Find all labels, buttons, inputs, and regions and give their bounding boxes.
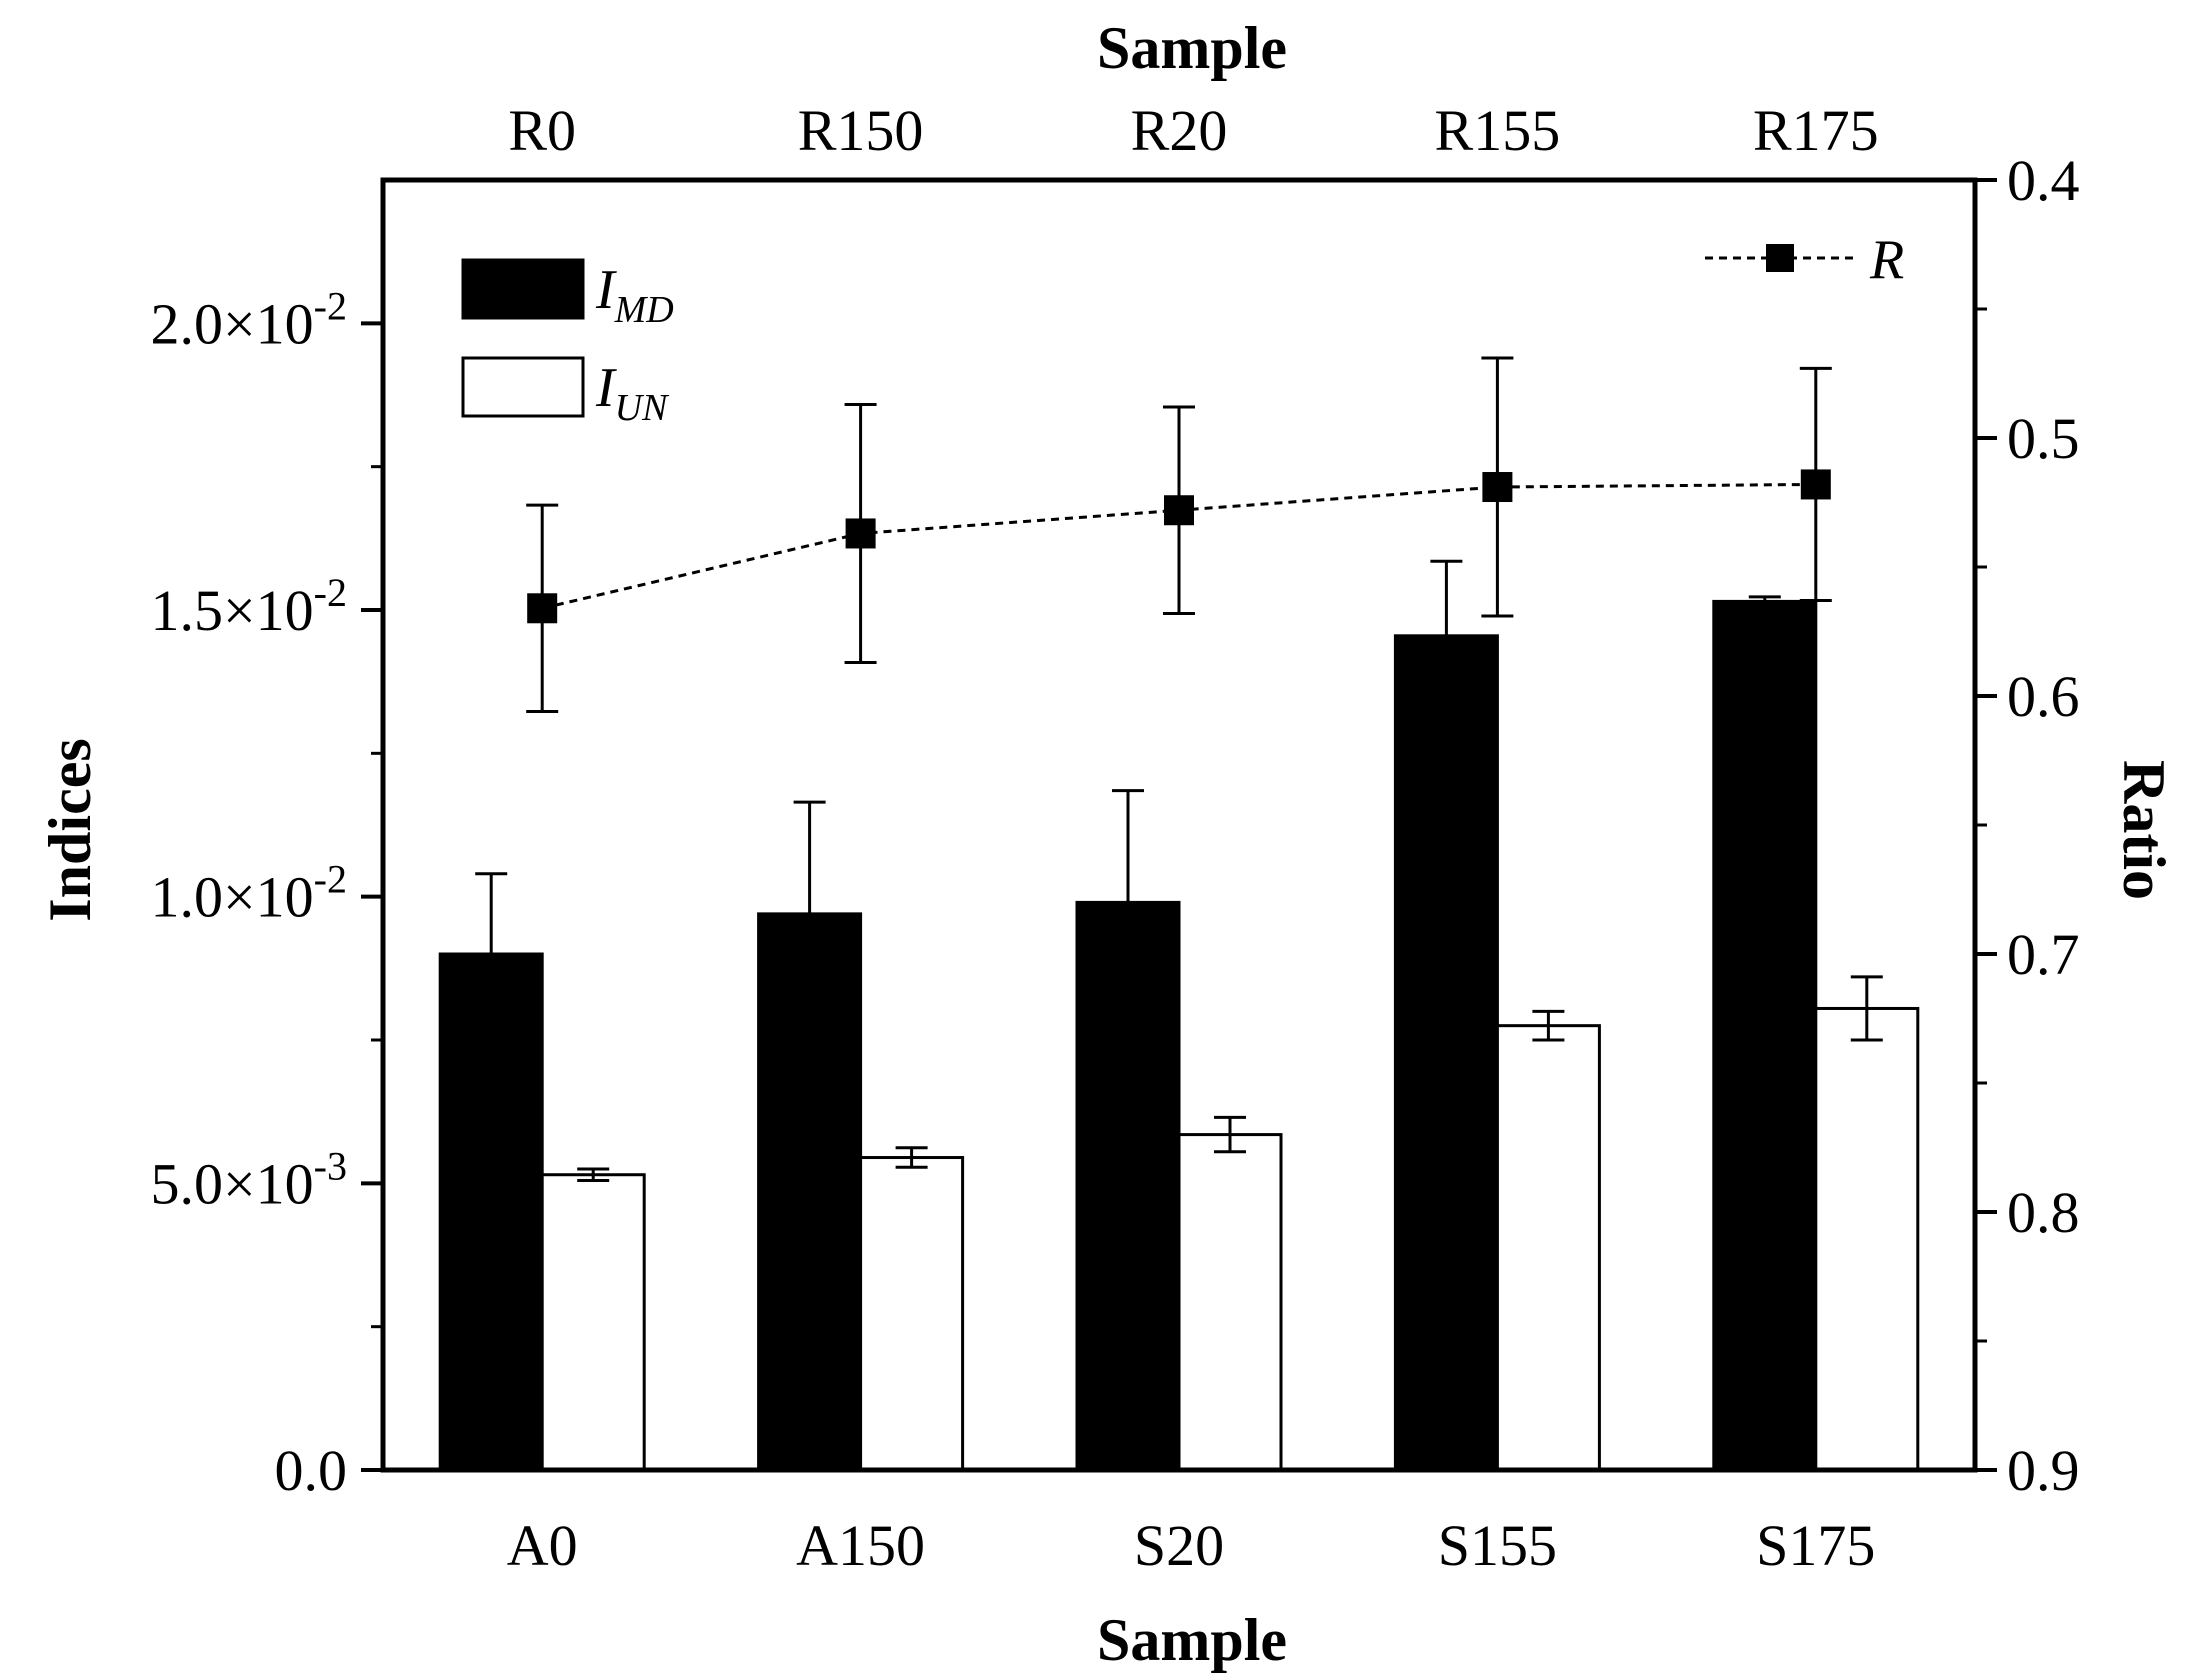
x-axis-title-top: Sample [1097, 15, 1287, 81]
legend-label-iun: IUN [595, 357, 670, 429]
bar-imd-s20 [1075, 900, 1181, 1472]
left-tick-label-1: 5.0×10-3 [150, 1143, 347, 1216]
bar-imd-a0 [438, 952, 544, 1472]
bottom-category-label-s155: S155 [1438, 1513, 1557, 1578]
legend-right: R [1705, 229, 1904, 291]
y-axis-title-right: Ratio [2111, 760, 2177, 900]
marker-r-r175 [1800, 469, 1831, 500]
left-tick-label-3: 1.5×10-2 [150, 570, 347, 643]
left-tick-label-4: 2.0×10-2 [150, 283, 347, 356]
bottom-category-label-a150: A150 [796, 1513, 925, 1578]
legend-swatch-imd [461, 258, 585, 320]
bottom-category-label-a0: A0 [507, 1513, 578, 1578]
error-bars-layer [475, 356, 1883, 1182]
bar-iun-s175 [1814, 1006, 1920, 1472]
bar-imd-s155 [1393, 634, 1499, 1472]
right-tick-label-2: 0.6 [2007, 664, 2080, 729]
legend-label-r: R [1869, 229, 1904, 291]
right-tick-label-0: 0.4 [2007, 148, 2080, 213]
top-category-label-r0: R0 [508, 98, 576, 163]
bar-imd-s175 [1712, 599, 1818, 1472]
marker-r-r20 [1164, 495, 1194, 526]
x-axis-title-bottom: Sample [1097, 1607, 1287, 1673]
bars-layer [438, 599, 1920, 1472]
right-tick-label-3: 0.7 [2007, 922, 2080, 987]
left-tick-label-2: 1.0×10-2 [150, 857, 347, 930]
bottom-category-label-s175: S175 [1756, 1513, 1875, 1578]
bottom-category-label-s20: S20 [1134, 1513, 1224, 1578]
right-tick-label-4: 0.8 [2007, 1180, 2080, 1245]
marker-r-r0 [527, 593, 558, 624]
bar-iun-s20 [1177, 1133, 1283, 1472]
right-tick-label-5: 0.9 [2007, 1438, 2080, 1503]
left-tick-label-0: 0.0 [275, 1438, 348, 1503]
ratio-line-layer [527, 469, 1831, 624]
bar-iun-a0 [540, 1173, 646, 1472]
bar-iun-a150 [859, 1156, 965, 1472]
marker-r-r155 [1482, 472, 1513, 503]
top-category-label-r175: R175 [1753, 98, 1879, 163]
legend-label-imd: IMD [595, 259, 674, 331]
legend-left: IMD IUN [461, 258, 674, 429]
legend-swatch-iun [461, 356, 585, 418]
top-category-label-r20: R20 [1131, 98, 1228, 163]
legend-marker-r [1766, 244, 1794, 272]
bar-imd-a150 [757, 912, 863, 1472]
axes-layer: 0.0 5.0×10-3 1.0×10-2 1.5×10-2 2.0×10-2 0.4 0.… [150, 98, 2079, 1578]
right-tick-label-1: 0.5 [2007, 406, 2080, 471]
y-axis-title-left: Indices [37, 738, 103, 921]
top-category-label-r150: R150 [798, 98, 924, 163]
marker-r-r150 [845, 518, 876, 549]
bar-iun-s155 [1495, 1024, 1601, 1472]
top-category-label-r155: R155 [1435, 98, 1561, 163]
